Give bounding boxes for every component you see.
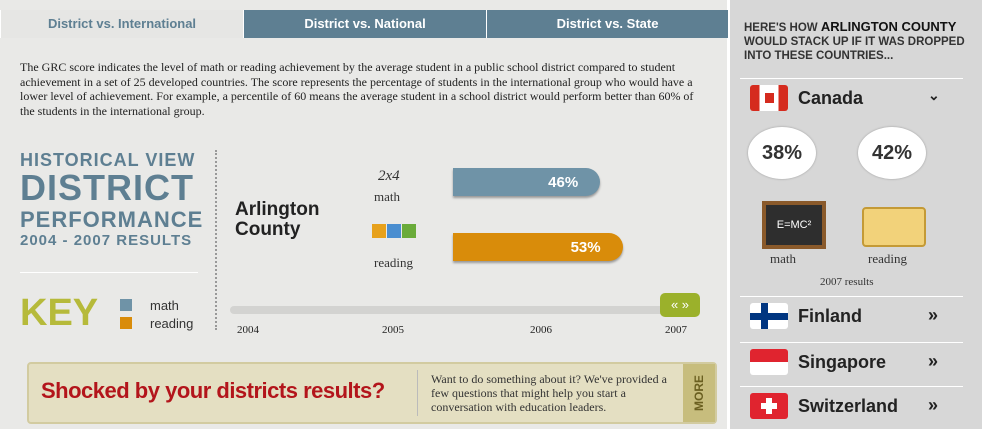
expand-icon[interactable]: » xyxy=(928,305,939,325)
bar-label: reading xyxy=(374,255,413,270)
heading: HISTORICAL VIEW xyxy=(20,150,196,170)
expand-icon[interactable]: » xyxy=(928,395,939,415)
bar-value-label: 53% xyxy=(570,239,601,256)
header-text: HERE'S HOW xyxy=(744,22,821,34)
year: 2007 xyxy=(665,324,687,336)
heading: PERFORMANCE xyxy=(20,207,204,232)
country-name[interactable]: Singapore xyxy=(798,352,887,372)
country-row[interactable]: Canada ⌄ 38% 42% E=MC² math reading 2007… xyxy=(740,78,963,297)
year: 2006 xyxy=(530,324,552,336)
chalkboard: E=MC² xyxy=(762,201,826,249)
tab[interactable]: District vs. National xyxy=(243,10,486,38)
label: reading xyxy=(868,251,907,266)
math-score: 38% xyxy=(748,127,816,179)
more-button[interactable]: MORE xyxy=(683,364,715,422)
country-row[interactable]: Singapore » xyxy=(740,342,963,381)
description: The GRC score indicates the level of mat… xyxy=(20,60,694,118)
bar: 53% xyxy=(453,233,623,261)
banner-headline: Shocked by your districts results? xyxy=(41,378,385,403)
left-panel: District vs. International District vs. … xyxy=(0,0,728,429)
reading-icon xyxy=(372,224,420,244)
reading-score: 42% xyxy=(858,127,926,179)
bar: 46% xyxy=(453,168,601,196)
key-label: math xyxy=(150,298,179,313)
year: 2004 xyxy=(237,324,259,336)
bar-label: math xyxy=(374,189,400,204)
heading: 2004 - 2007 RESULTS xyxy=(20,232,193,249)
country-name[interactable]: Switzerland xyxy=(798,396,899,416)
timeline-handle[interactable]: « » xyxy=(660,293,700,317)
more-label[interactable]: MORE xyxy=(692,375,706,411)
tab[interactable]: District vs. International xyxy=(0,10,243,38)
country-name[interactable]: Canada xyxy=(798,88,864,108)
divider xyxy=(215,150,217,330)
year: 2005 xyxy=(382,324,404,336)
key-label: reading xyxy=(150,316,194,331)
expand-icon[interactable]: » xyxy=(928,351,939,371)
header-text: WOULD STACK UP IF IT WAS DROPPED INTO TH… xyxy=(744,36,965,62)
district-name: Arlington County xyxy=(235,199,320,240)
banner: Shocked by your districts results? Want … xyxy=(27,362,717,424)
note: 2007 results xyxy=(820,276,874,288)
label: math xyxy=(770,251,796,266)
key-swatch xyxy=(120,317,132,329)
header-text: ARLINGTON COUNTY xyxy=(820,19,957,34)
country-row[interactable]: Finland » xyxy=(740,296,963,335)
bar-area: math 46% reading 53% xyxy=(360,165,660,275)
collapse-icon[interactable]: ⌄ xyxy=(928,87,940,103)
country-row[interactable]: Switzerland » xyxy=(740,386,963,425)
bar-value-label: 46% xyxy=(548,174,579,191)
book-icon xyxy=(862,207,926,247)
key-title: KEY xyxy=(20,292,99,334)
math-icon: 2x4 xyxy=(378,168,400,184)
country-name[interactable]: Finland xyxy=(798,306,862,326)
key-swatch xyxy=(120,299,132,311)
sidebar-header: HERE'S HOW ARLINGTON COUNTY WOULD STACK … xyxy=(744,20,969,63)
divider xyxy=(20,272,198,273)
banner-text: Want to do something about it? We've pro… xyxy=(431,372,667,414)
heading: DISTRICT xyxy=(20,167,194,208)
timeline-track xyxy=(230,306,700,314)
sidebar: HERE'S HOW ARLINGTON COUNTY WOULD STACK … xyxy=(730,0,982,429)
tab[interactable]: District vs. State xyxy=(486,10,728,38)
